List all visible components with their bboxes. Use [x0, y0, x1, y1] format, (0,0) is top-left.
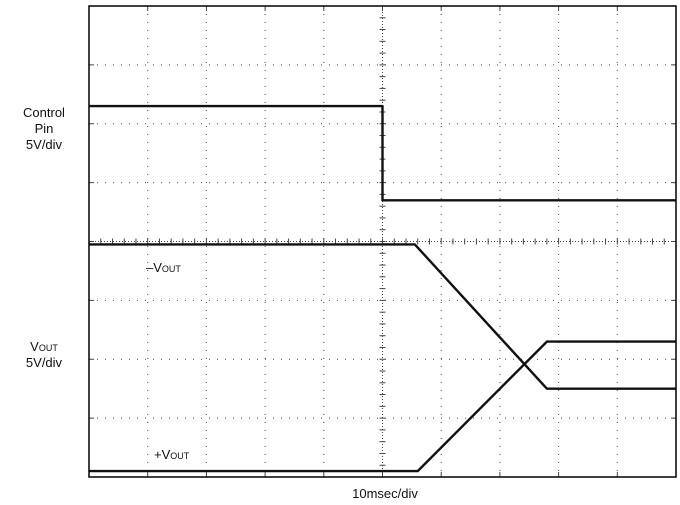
- control-label-line2: Pin: [34, 121, 54, 136]
- neg-vout-prefix: –: [146, 260, 154, 275]
- trace-control-pin: [89, 104, 676, 202]
- plot-traces: [89, 104, 676, 473]
- control-label-line1: Control: [23, 105, 65, 120]
- pos-vout-trace-label: +Vout: [154, 447, 190, 462]
- oscilloscope-plot: –Vout +Vout: [88, 5, 677, 478]
- pos-vout-name: Vout: [162, 447, 190, 462]
- pos-vout-prefix: +: [154, 447, 162, 462]
- time-axis-label: 10msec/div: [352, 486, 418, 501]
- plot-border: [88, 5, 677, 478]
- plot-grid: [88, 5, 676, 478]
- vout-axis-label: Vout 5V/div: [2, 339, 86, 371]
- vout-label-line1: Vout: [30, 339, 58, 354]
- neg-vout-trace-label: –Vout: [146, 260, 181, 275]
- neg-vout-name: Vout: [153, 260, 181, 275]
- control-label-line3: 5V/div: [25, 137, 63, 152]
- vout-label-line2: 5V/div: [25, 355, 63, 370]
- control-pin-axis-label: Control Pin 5V/div: [2, 105, 86, 153]
- trace-vout: [89, 340, 676, 473]
- trace-neg-vout: [89, 243, 676, 390]
